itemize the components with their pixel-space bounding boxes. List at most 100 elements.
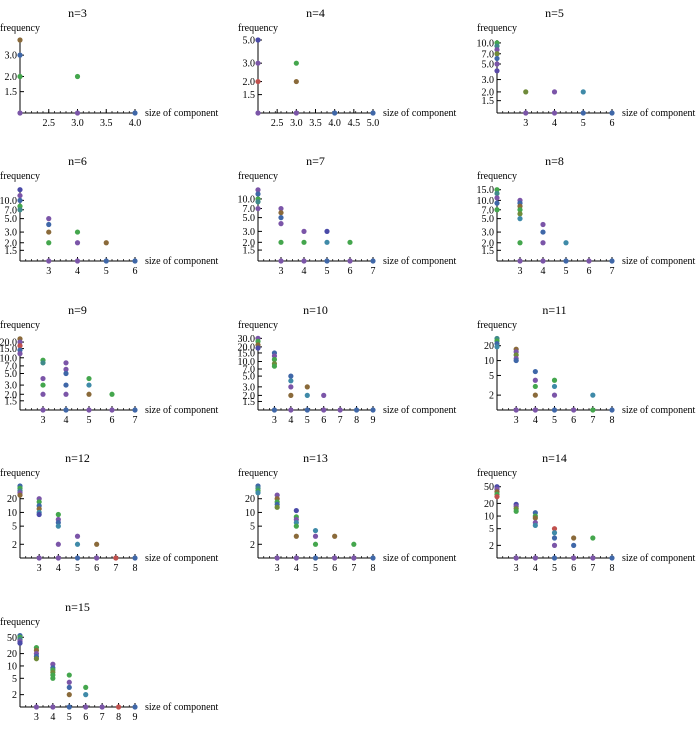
data-point (324, 258, 330, 264)
x-tick-label: 9 (133, 712, 138, 723)
data-point (132, 555, 138, 561)
data-point (304, 407, 310, 413)
data-point (86, 407, 92, 413)
x-tick-label: 4 (56, 563, 61, 574)
y-tick-label: 5 (12, 674, 17, 685)
panel-n-11: n=11 frequency size of component 3 4 5 6 7 8 2 5 10… (477, 303, 696, 426)
data-point (40, 391, 46, 397)
data-point (50, 675, 56, 681)
data-point (540, 229, 546, 235)
x-tick-label: 3 (46, 266, 51, 277)
data-point (347, 258, 353, 264)
y-tick-label: 10.0 (477, 38, 495, 49)
data-point (293, 507, 299, 514)
data-point (551, 535, 558, 541)
x-tick-label: 5 (305, 415, 310, 426)
data-point (532, 383, 538, 390)
data-point (590, 535, 596, 541)
x-tick-label: 5 (552, 563, 557, 574)
y-tick-label: 5 (489, 524, 494, 535)
data-point (513, 407, 519, 413)
data-point (513, 357, 519, 364)
panel-n-10: n=10 frequency size of component 3 4 5 6 7 8 9 1.5… (238, 303, 457, 426)
data-point (274, 555, 280, 561)
data-point (278, 239, 284, 245)
panel-n-4: n=4 frequency size of component 2.5 3.0 3.5 4.… (238, 6, 457, 129)
data-point (63, 366, 69, 372)
data-point (74, 110, 81, 116)
data-point (551, 555, 558, 561)
data-point (494, 187, 500, 193)
data-point (370, 258, 376, 264)
data-point (517, 216, 523, 222)
data-point (17, 52, 23, 58)
data-point (301, 239, 307, 245)
y-tick-label: 5.0 (243, 36, 256, 47)
y-tick-label: 7.0 (5, 361, 18, 372)
data-point (580, 89, 586, 95)
data-point (74, 240, 81, 246)
y-axis-label: frequency (238, 23, 278, 34)
data-point (255, 490, 261, 496)
x-tick-label: 4 (533, 415, 538, 426)
x-tick-label: 4 (541, 266, 546, 277)
x-tick-label: 6 (571, 563, 576, 574)
data-point (517, 211, 523, 217)
panel-title: n=11 (542, 303, 566, 317)
data-point (17, 187, 23, 193)
y-axis-label: frequency (238, 468, 278, 479)
data-point (255, 110, 261, 116)
y-tick-label: 5 (489, 371, 494, 382)
data-point (36, 499, 42, 505)
data-point (494, 200, 500, 206)
y-tick-label: 20 (7, 494, 17, 505)
y-axis-label: frequency (0, 23, 40, 34)
panel-title: n=15 (65, 600, 90, 614)
panel-n-9: n=9 frequency size of component 3 4 5 6 7 1.52.0… (0, 303, 219, 426)
y-tick-label: 5.0 (243, 372, 256, 383)
data-point (312, 541, 319, 547)
y-tick-label: 7.0 (5, 205, 18, 216)
x-tick-label: 3 (275, 563, 280, 574)
data-point (271, 356, 278, 363)
data-point (293, 555, 299, 561)
x-tick-label: 7 (100, 712, 105, 723)
y-tick-label: 3.0 (243, 59, 256, 70)
data-point (17, 73, 23, 80)
data-point (63, 382, 69, 388)
data-point (109, 407, 115, 413)
data-point (540, 221, 546, 228)
y-tick-label: 10 (484, 512, 494, 523)
data-point (571, 535, 577, 541)
data-point (513, 508, 519, 514)
x-tick-label: 4 (533, 563, 538, 574)
data-point (337, 407, 343, 413)
x-tick-label: 4.0 (129, 118, 142, 129)
data-point (278, 215, 284, 221)
x-tick-label: 4 (552, 118, 557, 129)
data-point (278, 221, 284, 227)
x-tick-label: 4 (302, 266, 307, 277)
data-point (513, 352, 519, 358)
x-tick-label: 8 (354, 415, 359, 426)
data-point (46, 221, 52, 228)
data-point (332, 555, 338, 561)
data-point (571, 407, 577, 413)
x-tick-label: 5 (581, 118, 586, 129)
data-point (46, 229, 52, 235)
data-point (580, 110, 586, 116)
data-point (321, 407, 327, 413)
y-axis-label: frequency (238, 171, 278, 182)
data-point (17, 197, 23, 203)
data-point (255, 187, 261, 193)
data-point (288, 378, 294, 384)
panel-title: n=14 (542, 451, 567, 465)
x-tick-label: 7 (610, 266, 615, 277)
x-tick-label: 2.5 (43, 118, 56, 129)
y-tick-label: 10.0 (0, 196, 17, 207)
data-point (50, 704, 56, 710)
data-point (74, 555, 81, 561)
